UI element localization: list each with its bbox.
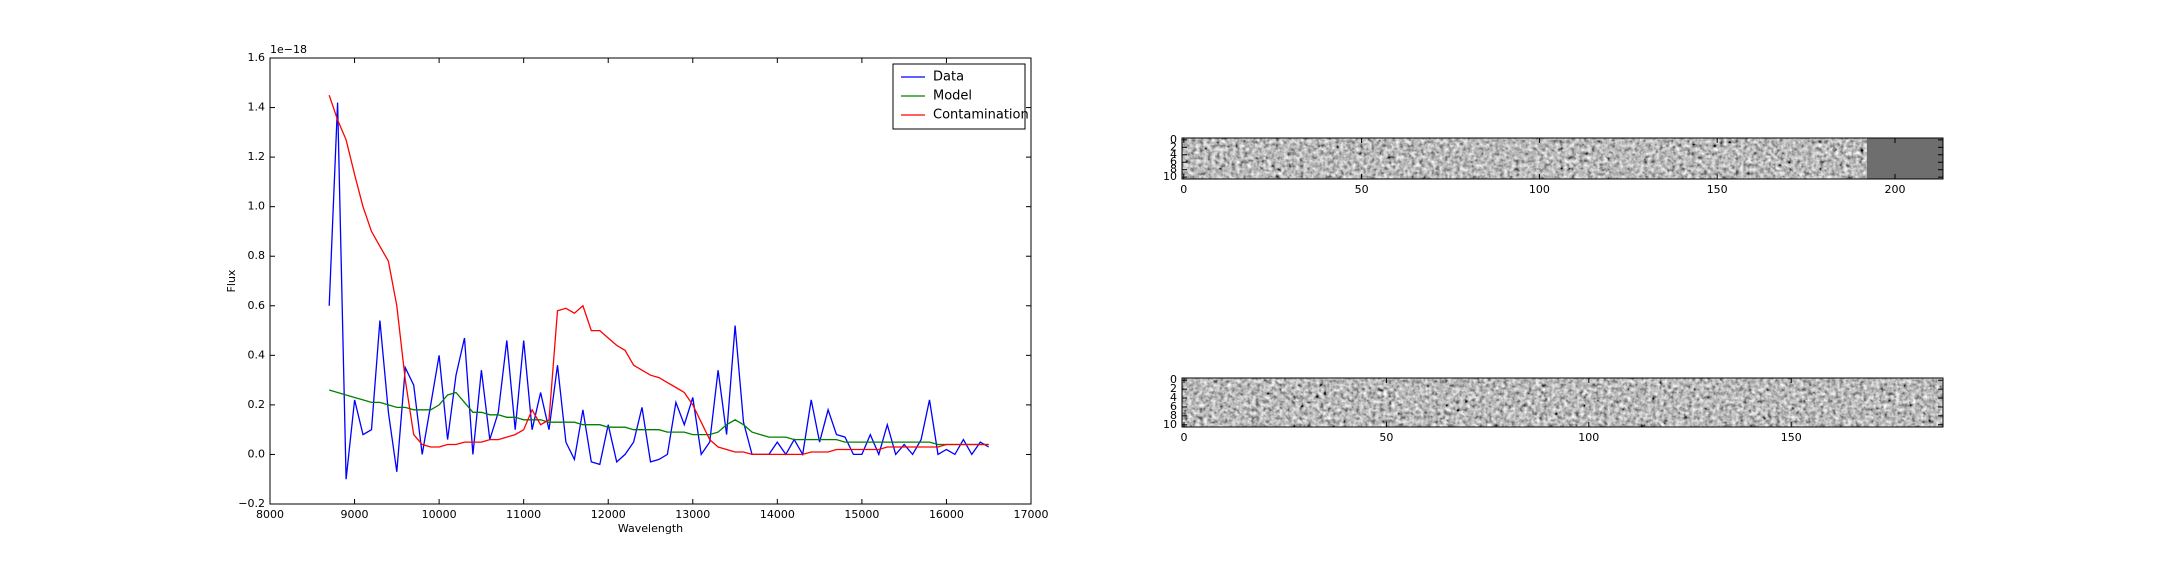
y-tick-label: 4 <box>1170 391 1177 404</box>
x-tick-label: 100 <box>1578 431 1599 444</box>
y-tick-label: 1.6 <box>248 51 266 64</box>
x-tick-label: 17000 <box>1014 508 1049 521</box>
x-tick-label: 11000 <box>506 508 541 521</box>
x-tick-label: 200 <box>1884 183 1905 196</box>
x-tick-label: 150 <box>1707 183 1728 196</box>
legend-label: Model <box>933 89 972 104</box>
y-tick-label: 0.8 <box>248 249 266 262</box>
x-tick-label: 10000 <box>422 508 457 521</box>
y-tick-label: 10 <box>1163 418 1177 431</box>
axes-frame <box>1181 137 1944 180</box>
x-tick-label: 16000 <box>929 508 964 521</box>
x-tick-label: 50 <box>1355 183 1369 196</box>
x-tick-label: 9000 <box>341 508 369 521</box>
axes-frame <box>269 57 1032 505</box>
y-tick-label: 8 <box>1170 163 1177 176</box>
x-tick-label: 12000 <box>591 508 626 521</box>
y-tick-label: −0.2 <box>238 497 265 510</box>
y-tick-label: 0.6 <box>248 299 266 312</box>
y-axis-label: Flux <box>225 269 238 292</box>
axes-frame <box>1181 377 1944 428</box>
image <box>1182 138 1943 179</box>
y-tick-label: 2 <box>1170 382 1177 395</box>
y-tick-label: 1.2 <box>248 150 266 163</box>
x-tick-label: 8000 <box>256 508 284 521</box>
x-tick-label: 15000 <box>844 508 879 521</box>
x-tick-label: 150 <box>1781 431 1802 444</box>
x-tick-label: 0 <box>1180 183 1187 196</box>
x-tick-label: 0 <box>1181 431 1188 444</box>
data-line <box>328 94 989 456</box>
y-tick-label: 10 <box>1163 170 1177 183</box>
y-tick-label: 0 <box>1170 133 1177 146</box>
image-flat-region <box>1866 138 1943 179</box>
x-tick-label: 14000 <box>760 508 795 521</box>
x-tick-label: 13000 <box>675 508 710 521</box>
image <box>1182 378 1943 427</box>
y-tick-label: 0.2 <box>248 398 266 411</box>
y-tick-label: 6 <box>1170 155 1177 168</box>
legend-label: Contamination <box>933 108 1029 123</box>
y-tick-label: 4 <box>1170 148 1177 161</box>
y-tick-label: 0.4 <box>248 348 266 361</box>
y-tick-label: 0 <box>1170 373 1177 386</box>
y-tick-label: 8 <box>1170 409 1177 422</box>
x-tick-label: 100 <box>1529 183 1550 196</box>
x-axis-label: Wavelength <box>618 522 683 535</box>
offset-text: 1e−18 <box>270 43 307 56</box>
y-tick-label: 2 <box>1170 140 1177 153</box>
x-tick-label: 50 <box>1379 431 1393 444</box>
y-tick-label: 0.0 <box>248 447 266 460</box>
y-tick-label: 6 <box>1170 400 1177 413</box>
data-line <box>329 389 989 446</box>
y-tick-label: 1.0 <box>248 200 266 213</box>
data-line <box>328 102 990 480</box>
legend-label: Data <box>933 70 964 85</box>
y-tick-label: 1.4 <box>248 101 266 114</box>
